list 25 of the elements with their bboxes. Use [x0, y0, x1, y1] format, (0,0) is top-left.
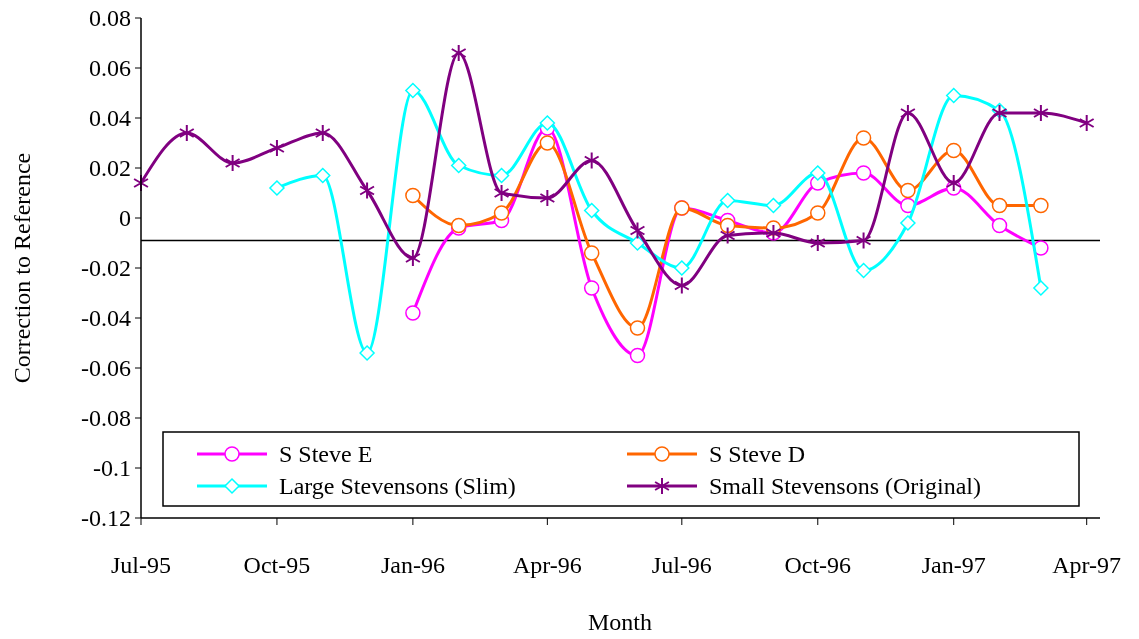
y-tick-label: 0.04 [89, 105, 131, 132]
x-tick-label: Jul-95 [111, 552, 171, 578]
x-axis-title: Month [587, 609, 653, 635]
y-tick-label: -0.04 [81, 305, 131, 332]
legend-label: Small Stevensons (Original) [709, 473, 981, 500]
x-tick-label: Jan-97 [921, 552, 986, 578]
x-tick-label: Jan-96 [380, 552, 445, 578]
y-tick-label: -0.08 [81, 405, 131, 432]
x-tick-label: Jul-96 [651, 552, 712, 578]
legend-label: S Steve D [709, 441, 805, 468]
x-tick-label: Oct-96 [784, 552, 852, 578]
y-tick-label: 0.08 [89, 5, 131, 32]
y-tick-label: -0.02 [81, 255, 131, 282]
legend-label: S Steve E [279, 441, 373, 468]
y-tick-label: 0.06 [89, 55, 131, 82]
y-axis-title: Correction to Reference [9, 152, 35, 384]
y-tick-label: -0.06 [81, 355, 131, 382]
y-tick-label: 0 [119, 205, 131, 232]
x-tick-label: Apr-97 [1052, 552, 1122, 578]
x-tick-label: Oct-95 [243, 552, 311, 578]
y-tick-label: -0.12 [81, 505, 131, 532]
x-tick-label: Apr-96 [512, 552, 582, 578]
legend-label: Large Stevensons (Slim) [279, 473, 516, 500]
y-tick-label: -0.1 [93, 455, 131, 482]
y-tick-label: 0.02 [89, 155, 131, 182]
